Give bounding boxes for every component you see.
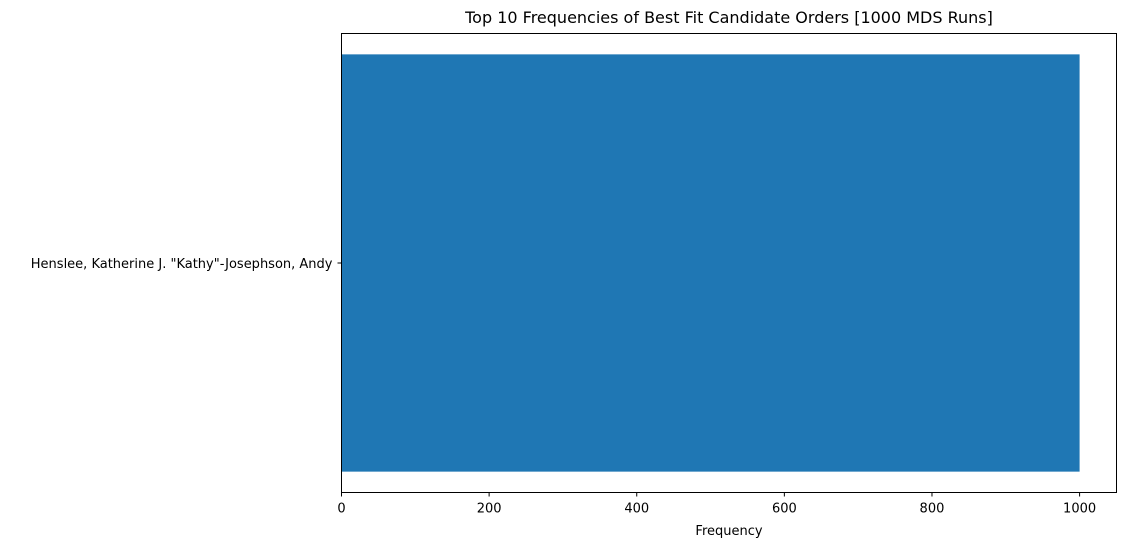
x-tick-label: 800 [920,502,945,517]
x-tick-label: 1000 [1063,502,1096,517]
y-axis: Henslee, Katherine J. "Kathy"-Josephson,… [31,257,342,272]
y-tick-label: Henslee, Katherine J. "Kathy"-Josephson,… [31,257,333,272]
plot-area [341,33,1117,493]
chart-title: Top 10 Frequencies of Best Fit Candidate… [464,8,993,27]
x-tick-label: 600 [772,502,797,517]
x-tick-label: 400 [624,502,649,517]
bars-group [341,54,1080,472]
bar [341,54,1080,472]
x-axis: 0 200 400 600 800 1000 [337,492,1096,517]
x-tick-label: 200 [477,502,502,517]
x-tick-label: 0 [337,502,345,517]
x-axis-label: Frequency [695,524,762,539]
